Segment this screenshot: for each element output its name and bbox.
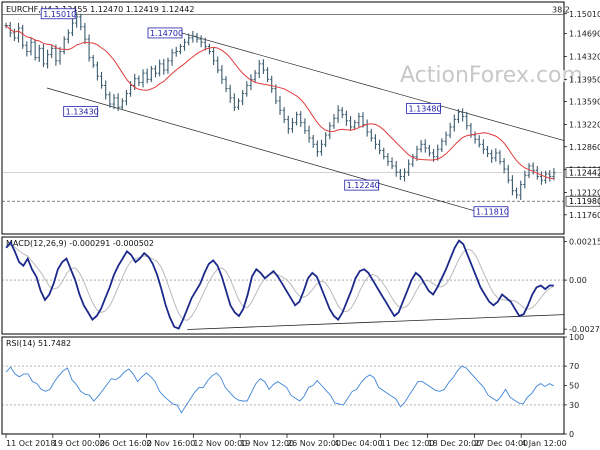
- price-annotation-box: [473, 206, 509, 218]
- x-tick-label: 4 Jan 12:00: [521, 439, 567, 448]
- x-tick-label: 18 Dec 20:00: [428, 439, 482, 448]
- x-tick-label: 11 Oct 2018: [6, 439, 55, 448]
- price-y-tick-label: 1.13590: [569, 98, 600, 107]
- rsi-plot: [2, 365, 564, 414]
- x-tick-label: 27 Dec 04:00: [474, 439, 528, 448]
- macd-line: [5, 239, 554, 330]
- price-annotation-label: 1.15010: [43, 10, 76, 19]
- price-y-tick-label: 1.12860: [569, 143, 600, 152]
- x-tick-label: 12 Nov 00:00: [193, 439, 247, 448]
- watermark: ActionForex.com: [400, 63, 583, 88]
- price-annotation-box: [63, 106, 99, 117]
- rsi-title: RSI(14) 51.7482: [6, 339, 71, 348]
- macd-y-tick-label: -0.002729: [569, 325, 600, 334]
- price-annotation-label: 1.12240: [347, 181, 380, 190]
- macd-plot: [2, 239, 565, 330]
- price-y-tick-label: 1.12120: [569, 189, 600, 198]
- macd-title: MACD(12,26,9) -0.000291 -0.000502: [6, 239, 154, 248]
- x-tick-label: 26 Oct 16:00: [100, 439, 152, 448]
- x-tick-label: 11 Dec 12:00: [381, 439, 435, 448]
- rsi-y-tick-label: 30: [569, 401, 579, 410]
- macd-trendline: [187, 314, 565, 330]
- macd-signal-line: [5, 244, 554, 321]
- moving-average-line: [5, 25, 554, 179]
- rsi-y-tick-label: 50: [569, 382, 579, 391]
- price-annotation-label: 1.13430: [66, 108, 99, 117]
- macd-y-tick-label: 0.00: [569, 276, 587, 285]
- price-annotation-box: [344, 179, 380, 191]
- price-panel-frame: [1, 1, 565, 235]
- last-price-tag-box: [565, 167, 600, 178]
- price-annotation-label: 1.14700: [150, 29, 183, 38]
- macd-y-tick-label: 0.002157: [569, 237, 600, 246]
- price-annotation-label: 1.13480: [409, 104, 442, 113]
- rsi-y-tick-label: 70: [569, 362, 579, 371]
- last-price-tag: 1.12442: [569, 169, 600, 178]
- x-tick-label: 4 Dec 04:00: [334, 439, 383, 448]
- price-plot: 38.2 1.15010 1.14700 1.13430 1.13480 1.12240 1…: [2, 5, 570, 218]
- y-axes: 1.15010 1.14690 1.14320 1.13950 1.13590 1.132…: [564, 10, 600, 439]
- price-annotation-label: 1.11810: [476, 208, 509, 217]
- support-tag: 1.11980: [569, 197, 600, 206]
- price-y-tick-label: 1.13950: [569, 75, 600, 84]
- channel-lower-line: [46, 87, 480, 213]
- channel-upper-line: [170, 29, 565, 141]
- price-y-tick-label: 1.15010: [569, 10, 600, 19]
- price-y-tick-label: 1.11760: [569, 211, 600, 220]
- fib-label: 38.2: [552, 5, 570, 14]
- price-annotation-box: [406, 103, 441, 114]
- rsi-y-tick-label: 100: [569, 333, 584, 342]
- x-tick-label: 2 Nov 16:00: [147, 439, 196, 448]
- price-annotation-box: [40, 8, 76, 20]
- x-tick-label: 19 Nov 12:00: [240, 439, 294, 448]
- symbol-title: EURCHF,H4 1.12455 1.12470 1.12419 1.1244…: [6, 5, 194, 14]
- price-annotation-box: [147, 27, 183, 39]
- support-tag-box: [565, 195, 600, 207]
- price-y-tick-label: 1.14320: [569, 52, 600, 61]
- price-y-tick-label: 1.14690: [569, 30, 600, 39]
- rsi-y-tick-label: 0: [569, 430, 574, 439]
- x-tick-label: 19 Oct 00:00: [53, 439, 105, 448]
- rsi-line: [5, 365, 555, 414]
- price-y-tick-label: 1.13220: [569, 120, 600, 129]
- x-tick-label: 26 Nov 20:00: [287, 439, 341, 448]
